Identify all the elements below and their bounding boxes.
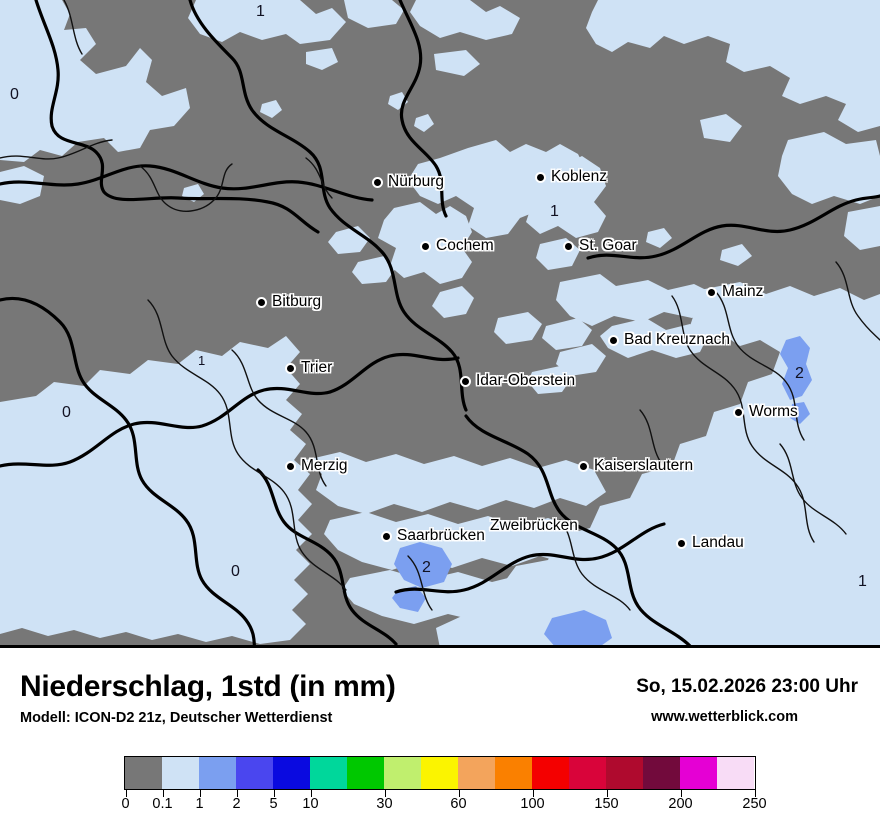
colorbar-swatches[interactable] [124, 756, 756, 790]
colorbar-tick [532, 790, 534, 797]
map-canvas [0, 0, 880, 645]
colorbar-swatch-1-2 [199, 757, 236, 789]
colorbar-tick [458, 790, 460, 797]
colorbar-tick-label: 60 [450, 796, 467, 812]
colorbar-tick-label: 1 [195, 796, 204, 812]
colorbar-tick-label: 200 [668, 796, 693, 812]
colorbar-tick [162, 790, 164, 797]
national-borders [0, 0, 880, 645]
colorbar-tick-label: 150 [594, 796, 619, 812]
colorbar-tick [236, 790, 238, 797]
colorbar-tick [199, 790, 201, 797]
website-credit: www.wetterblick.com [651, 709, 798, 725]
colorbar-swatch-30-45 [384, 757, 421, 789]
colorbar-tick-label: 10 [302, 796, 319, 812]
colorbar-swatch-200-225 [680, 757, 717, 789]
colorbar-swatch-60-80 [458, 757, 495, 789]
precipitation-map[interactable]: Nürburg Koblenz Cochem St. Goar Mainz Bi… [0, 0, 880, 648]
colorbar-swatch-10-20 [310, 757, 347, 789]
colorbar-tick [273, 790, 275, 797]
footer-panel: Niederschlag, 1std (in mm) Modell: ICON-… [0, 648, 880, 830]
colorbar-tick [606, 790, 608, 797]
colorbar-swatch-0.1-1 [162, 757, 199, 789]
colorbar-swatch-175-200 [643, 757, 680, 789]
colorbar-tick-label: 2 [232, 796, 241, 812]
colorbar-tick [125, 790, 127, 797]
model-subtitle: Modell: ICON-D2 21z, Deutscher Wetterdie… [20, 710, 333, 726]
colorbar-tick [754, 790, 756, 797]
colorbar-tick-label: 250 [742, 796, 767, 812]
colorbar-tick [310, 790, 312, 797]
colorbar-tick [384, 790, 386, 797]
colorbar-swatch-125-150 [569, 757, 606, 789]
colorbar-swatch-80-100 [495, 757, 532, 789]
colorbar-ticks [124, 790, 756, 798]
colorbar-swatch-150-175 [606, 757, 643, 789]
colorbar-tick [680, 790, 682, 797]
colorbar-swatch-5-10 [273, 757, 310, 789]
colorbar-tick-label: 0 [121, 796, 130, 812]
regional-borders [0, 0, 880, 611]
colorbar-swatch-100-125 [532, 757, 569, 789]
precip-band-0.1-1mm [0, 0, 880, 645]
colorbar-swatch-20-30 [347, 757, 384, 789]
colorbar-tick-label: 5 [269, 796, 278, 812]
colorbar-swatch-0-0.1 [125, 757, 162, 789]
colorbar-tick-labels: 0 0.1 1 2 5 10 30 60 100 150 200 250 [121, 796, 766, 818]
colorbar-tick-label: 100 [520, 796, 545, 812]
page-title: Niederschlag, 1std (in mm) [20, 670, 396, 703]
valid-datetime: So, 15.02.2026 23:00 Uhr [636, 676, 858, 697]
colorbar-swatch-45-60 [421, 757, 458, 789]
colorbar-tick-label: 0.1 [152, 796, 173, 812]
colorbar-swatch-2-5 [236, 757, 273, 789]
colorbar-tick-label: 30 [376, 796, 393, 812]
colorbar-legend[interactable]: 0 0.1 1 2 5 10 30 60 100 150 200 250 [121, 756, 767, 812]
colorbar-swatch-225-250 [717, 757, 754, 789]
